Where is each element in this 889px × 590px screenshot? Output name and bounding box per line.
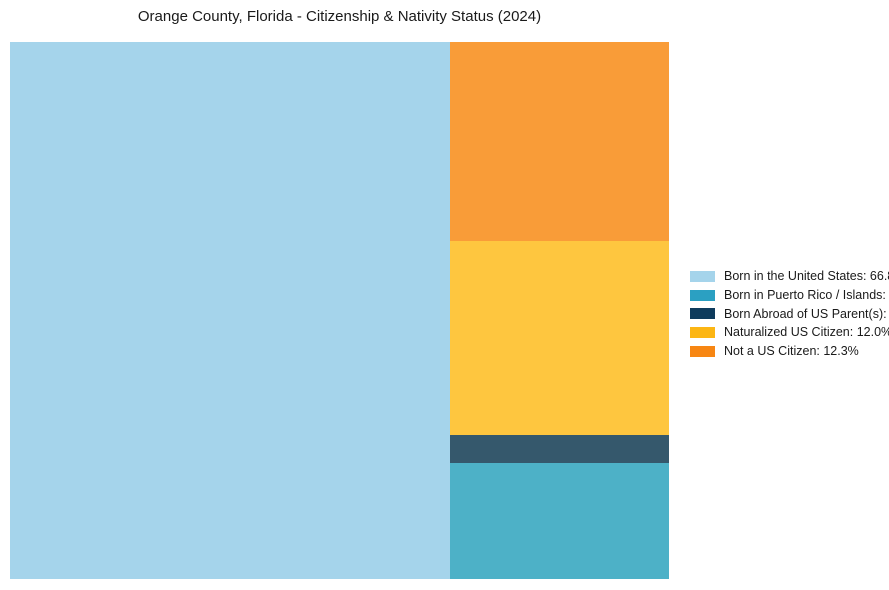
legend-swatch-puerto_rico [690,289,715,301]
treemap-block-puerto_rico [450,462,669,579]
legend-item-naturalized: Naturalized US Citizen: 12.0% [690,323,889,342]
legend-label: Naturalized US Citizen: 12.0% [724,325,889,340]
legend: Born in the United States: 66.8% Born in … [690,267,889,360]
legend-swatch-born_us [690,270,715,282]
legend-item-not_citizen: Not a US Citizen: 12.3% [690,342,889,361]
legend-item-born_abroad: Born Abroad of US Parent(s): 1.7% [690,304,889,323]
legend-swatch-not_citizen [690,345,715,357]
legend-label: Born in the United States: 66.8% [724,269,889,284]
treemap-block-born_abroad [450,435,669,463]
treemap-block-naturalized [450,240,669,436]
treemap [10,42,669,579]
legend-item-puerto_rico: Born in Puerto Rico / Islands: 7.2% [690,286,889,305]
legend-label: Born in Puerto Rico / Islands: 7.2% [724,288,889,303]
treemap-block-not_citizen [450,42,669,241]
legend-swatch-born_abroad [690,308,715,320]
chart-title: Orange County, Florida - Citizenship & N… [137,8,542,25]
treemap-right-column [450,42,669,579]
legend-item-born_us: Born in the United States: 66.8% [690,267,889,286]
treemap-block-born_us [10,42,451,579]
legend-label: Born Abroad of US Parent(s): 1.7% [724,306,889,321]
legend-swatch-naturalized [690,326,715,338]
legend-label: Not a US Citizen: 12.3% [724,344,859,359]
